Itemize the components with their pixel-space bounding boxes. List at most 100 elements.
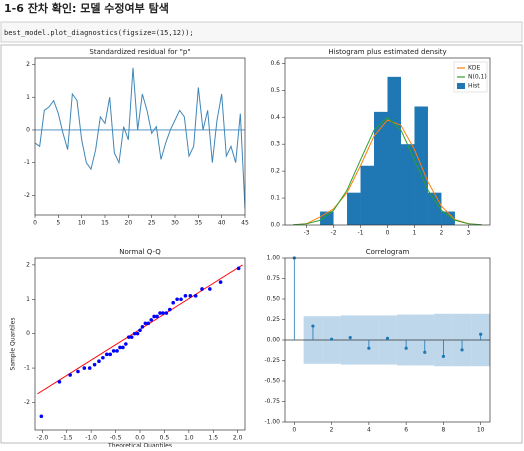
legend-label: N(0,1) <box>468 74 487 81</box>
hist-bar <box>427 192 442 225</box>
qq-point <box>126 335 131 339</box>
qq-point <box>164 311 169 315</box>
y-tick-label: 0.75 <box>267 275 281 282</box>
chart-title: Correlogram <box>366 248 410 256</box>
acf-point <box>479 332 483 336</box>
qq-point <box>158 311 162 315</box>
qq-point <box>76 369 80 374</box>
x-tick-label: 1.0 <box>184 435 194 442</box>
x-axis-label: Theoretical Quantiles <box>107 443 172 448</box>
chart-title: Standardized residual for "p" <box>89 48 190 56</box>
hist-bar <box>374 111 388 225</box>
qq-point <box>236 266 241 271</box>
y-tick-label: 0.0 <box>270 222 280 229</box>
acf-point <box>311 324 315 328</box>
x-tick-label: 2.0 <box>233 435 243 442</box>
qq-point <box>200 287 204 291</box>
qq-point <box>132 331 137 336</box>
x-tick-label: -3 <box>304 230 310 237</box>
x-tick-label: 0 <box>33 220 37 227</box>
hist-bar <box>360 165 375 225</box>
x-tick-label: 30 <box>171 220 179 227</box>
acf-point <box>441 354 446 358</box>
qq-point <box>161 311 165 315</box>
y-axis-label: Sample Quantiles <box>10 318 17 371</box>
hist-bar <box>400 144 415 225</box>
acf-point <box>423 350 427 354</box>
density-curve <box>293 119 482 225</box>
x-tick-label: 8 <box>441 427 445 434</box>
x-tick-label: 3 <box>467 230 471 237</box>
legend-label: KDE <box>468 65 481 72</box>
x-tick-label: -1.0 <box>85 435 97 442</box>
qq-point <box>115 349 119 353</box>
qq-point <box>188 294 193 298</box>
qq-point <box>138 328 142 333</box>
qq-point <box>183 294 188 298</box>
x-tick-label: 2 <box>330 427 334 434</box>
qq-point <box>124 342 128 346</box>
qq-point <box>218 280 223 284</box>
y-tick-label: -0.75 <box>264 398 280 405</box>
legend-label: Hist <box>468 83 480 90</box>
y-tick-label: 1 <box>26 94 30 101</box>
qq-point <box>175 297 179 302</box>
qq-point <box>111 349 116 353</box>
x-tick-label: 35 <box>195 220 203 227</box>
hist-bar <box>441 211 455 225</box>
x-tick-label: 45 <box>241 220 249 227</box>
qq-point <box>104 352 109 357</box>
residual-line <box>35 67 245 209</box>
x-tick-label: 1 <box>413 230 417 237</box>
x-tick-label: 0.0 <box>135 435 145 442</box>
x-tick-label: -0.5 <box>110 435 122 442</box>
qq-point <box>118 345 122 350</box>
acf-point <box>367 346 371 350</box>
x-tick-label: 20 <box>125 220 133 227</box>
legend-swatch <box>457 83 465 89</box>
qq-point <box>171 300 176 305</box>
x-tick-label: 4 <box>367 427 371 434</box>
y-tick-label: -2 <box>24 192 30 199</box>
qq-point <box>92 362 97 367</box>
x-tick-label: 15 <box>101 220 109 227</box>
qq-point <box>39 414 44 419</box>
y-tick-label: 0.2 <box>270 168 280 175</box>
y-tick-label: 0 <box>26 330 30 337</box>
x-tick-label: 1.5 <box>208 435 218 442</box>
chart-title: Histogram plus estimated density <box>328 48 446 56</box>
qq-point <box>57 380 62 384</box>
x-tick-label: 10 <box>477 427 485 434</box>
x-tick-label: 0 <box>292 427 296 434</box>
figure-frame <box>0 44 523 444</box>
y-tick-label: 0 <box>26 126 30 133</box>
qq-point <box>129 335 134 339</box>
y-tick-label: -1 <box>24 159 30 166</box>
y-tick-label: -0.50 <box>264 378 280 385</box>
qq-point <box>135 331 140 336</box>
axes-frame <box>284 257 491 423</box>
qq-point <box>101 355 105 360</box>
qq-point <box>143 321 148 326</box>
qq-point <box>193 294 198 298</box>
y-tick-label: 0.6 <box>270 60 280 67</box>
y-tick-label: 0.3 <box>270 141 280 148</box>
qq-point <box>68 373 72 377</box>
y-tick-label: -1 <box>24 365 30 372</box>
acf-point <box>385 336 390 340</box>
x-tick-label: 40 <box>218 220 226 227</box>
header-title: 1-6 잔차 확인: 모델 수정여부 탐색 <box>4 1 169 15</box>
qq-point <box>97 359 101 364</box>
y-tick-label: 1.00 <box>267 255 281 262</box>
qq-point <box>155 314 159 319</box>
x-tick-label: 10 <box>78 220 86 227</box>
y-tick-label: 0.4 <box>270 114 280 121</box>
y-tick-label: 0.00 <box>267 337 281 344</box>
acf-point <box>404 346 408 350</box>
qq-point <box>179 297 183 302</box>
y-tick-label: 0.5 <box>270 87 280 94</box>
qq-point <box>146 321 151 326</box>
qq-point <box>121 345 125 350</box>
y-tick-label: 0.50 <box>267 296 281 303</box>
